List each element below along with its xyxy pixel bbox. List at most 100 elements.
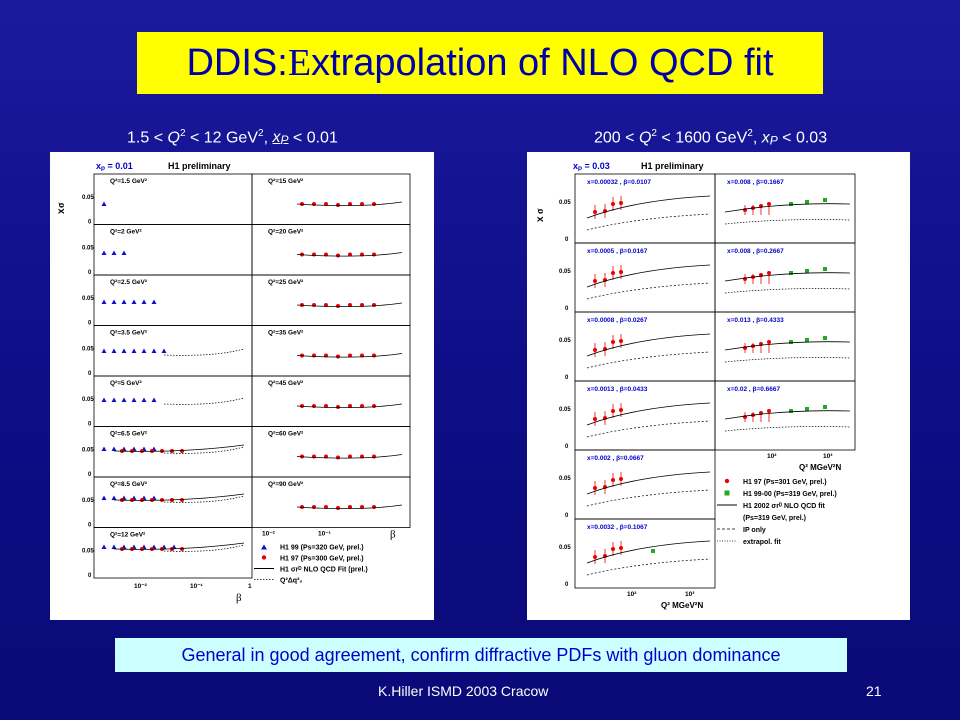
left-beta-label: β	[236, 592, 242, 604]
right-ylabel-sigma: σ	[535, 208, 546, 214]
right-col2-fit-line	[724, 410, 851, 420]
left-ytick-label: 0.05	[82, 246, 94, 252]
left-point-right-h1-97	[312, 505, 316, 509]
footer-author: K.Hiller ISMD 2003 Cracow	[378, 683, 549, 699]
left-point-right-h1-97	[372, 303, 376, 307]
left-xp-label-sub: P	[101, 167, 105, 173]
right-col2-point-h1-99	[789, 271, 793, 275]
left-ylabel: x	[56, 208, 67, 214]
right-col2-point-h1-99	[789, 340, 793, 344]
left-point-right-h1-97	[348, 252, 352, 257]
right-grid: x=0.00032 , β=0.0107 x=0.008 , β=0.1667 0.…	[559, 173, 856, 589]
right-subplot-label: x=0.002 , β=0.0667	[587, 455, 644, 462]
left-point-h1-99	[111, 544, 117, 549]
left-header-exp: 2	[179, 128, 186, 139]
right-col2-extrapol-line	[724, 288, 851, 294]
right-plot-panel: xP = 0.03 H1 preliminary x σ x=0.00032 ,…	[527, 152, 910, 620]
left-ytick-label: 0	[88, 270, 92, 276]
right-point-h1-97	[619, 408, 623, 412]
right-subplot-label: x=0.008 , β=0.2667	[727, 248, 784, 255]
right-point-h1-97	[593, 417, 597, 421]
left-right-fit-line	[296, 504, 403, 509]
title-rest: xtrapolation of NLO QCD fit	[311, 41, 774, 84]
left-grid: Q²=1.5 GeV² Q²=15 GeV² 0.05 0 Q²=2 GeV² Q²=20…	[82, 173, 411, 579]
left-point-h1-99	[141, 299, 147, 304]
left-subplot-label: Q²=25 GeV²	[268, 279, 304, 286]
left-legend-marker	[261, 544, 267, 550]
right-ytick-label: 0.05	[559, 407, 571, 413]
left-point-h1-99	[111, 348, 117, 353]
right-col2-point-h1-99	[789, 409, 793, 413]
right-point-h1-97	[611, 340, 615, 344]
left-subplot-label: Q²=60 GeV²	[268, 431, 304, 438]
right-ytick-label: 0	[565, 444, 569, 450]
right-col2-point-h1-99	[789, 202, 793, 206]
left-fit-curve	[163, 446, 245, 454]
left-right-fit-line	[296, 201, 403, 206]
right-col2-point-h1-97	[767, 340, 771, 344]
right-plot-svg: xP = 0.03 H1 preliminary x σ x=0.00032 ,…	[535, 161, 856, 610]
left-header-exp2: 2	[258, 128, 264, 139]
left-point-h1-99	[131, 397, 137, 402]
left-fit-curve	[163, 397, 245, 405]
left-subplot-label: Q²=20 GeV²	[268, 229, 304, 236]
left-subplot-frame	[93, 527, 253, 579]
right-point-h1-97	[593, 486, 597, 490]
left-ytick-label: 0	[88, 523, 92, 529]
left-point-h1-99	[141, 397, 147, 402]
left-point-right-h1-97	[336, 455, 340, 460]
right-col2-point-h1-99	[823, 267, 827, 271]
left-legend-text: Q²Δq²₀	[280, 578, 303, 585]
right-fit-line	[586, 402, 711, 426]
left-right-xtick: 10⁻²	[262, 531, 276, 538]
left-point-h1-99	[101, 201, 107, 206]
right-col2-extrapol-line	[724, 357, 851, 363]
left-subplot-label: Q²=6.5 GeV²	[110, 431, 148, 438]
left-point-right-h1-97	[312, 454, 316, 459]
right-col2-point-h1-97	[767, 409, 771, 413]
right-col2-point-h1-99	[823, 336, 827, 340]
right-header-exp2: 2	[747, 128, 753, 139]
left-point-right-h1-97	[372, 454, 376, 459]
left-legend-marker	[261, 555, 267, 560]
left-point-right-h1-97	[348, 303, 352, 307]
left-point-right-h1-97	[372, 202, 376, 206]
left-point-right-h1-97	[372, 252, 376, 257]
left-plot-panel: xP = 0.01 H1 preliminary x σ Q²=1.5 GeV²…	[50, 152, 434, 620]
right-col2-point-h1-99	[805, 338, 809, 342]
left-ytick-label: 0	[88, 573, 92, 579]
right-subplot-label: x=0.008 , β=0.1667	[727, 179, 784, 186]
right-col2-point-h1-99	[823, 405, 827, 409]
right-xlabel: Q² MGeV²N	[661, 601, 703, 610]
left-fit-line	[113, 542, 245, 550]
right-ylabel: x	[535, 216, 546, 222]
left-ytick-label: 0.05	[82, 195, 94, 201]
right-point-h1-97	[593, 210, 597, 214]
right-ytick-label: 0	[565, 375, 569, 381]
left-ytick-label: 0.05	[82, 448, 94, 454]
right-col2-point-h1-99	[823, 198, 827, 202]
left-point-h1-99	[111, 299, 117, 304]
left-point-h1-99	[131, 299, 137, 304]
right-xp-label-sub: P	[578, 167, 582, 173]
left-ytick-label: 0.05	[82, 549, 94, 555]
left-point-right-h1-97	[336, 304, 340, 308]
left-point-h1-99	[121, 397, 127, 402]
left-right-xtick: 10⁻¹	[318, 531, 331, 538]
left-subplot-label: Q²=35 GeV²	[268, 330, 304, 337]
left-plot-svg: xP = 0.01 H1 preliminary x σ Q²=1.5 GeV²…	[56, 161, 411, 604]
right-legend-text: H1 2002 σrᴰ NLO QCD fit	[743, 503, 826, 510]
left-point-right-h1-97	[312, 353, 316, 358]
left-point-h1-99	[151, 299, 157, 304]
left-subplot-label: Q²=15 GeV²	[268, 178, 304, 185]
left-ytick-label: 0	[88, 472, 92, 478]
left-right-fit-line	[296, 353, 403, 358]
left-point-h1-99	[111, 250, 117, 255]
left-point-h1-99	[111, 495, 117, 500]
left-point-right-h1-97	[348, 454, 352, 459]
left-right-fit-line	[296, 454, 403, 459]
right-point-h1-97	[619, 477, 623, 481]
left-preliminary: H1 preliminary	[168, 161, 231, 171]
left-point-h1-99	[121, 299, 127, 304]
